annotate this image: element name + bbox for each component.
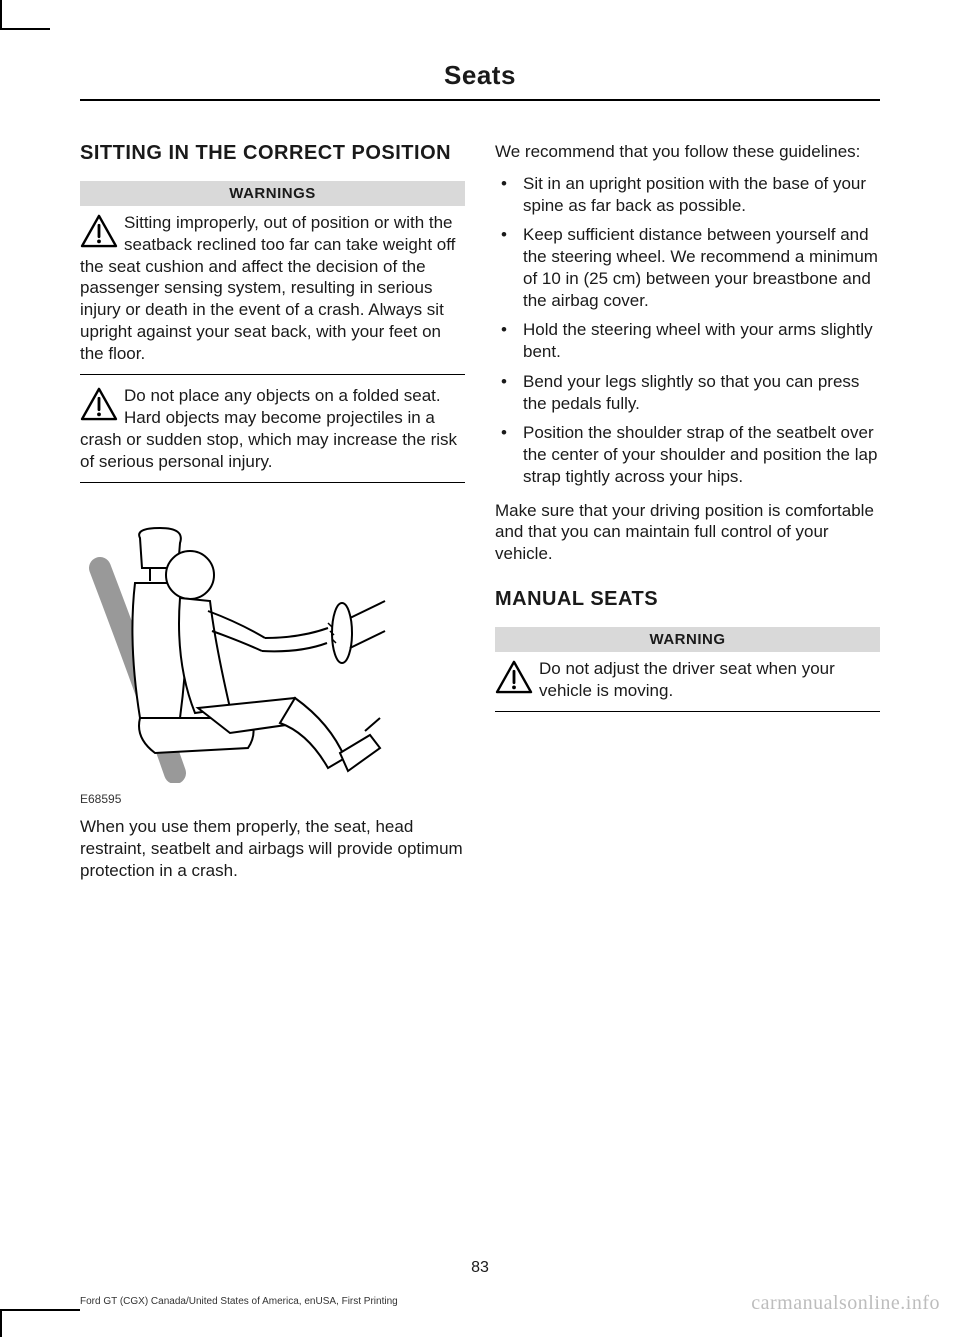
page-title: Seats: [80, 60, 880, 101]
figure-label: E68595: [80, 792, 465, 806]
left-column: SITTING IN THE CORRECT POSITION WARNINGS…: [80, 141, 465, 892]
page-number: 83: [0, 1259, 960, 1277]
list-item: Sit in an upright position with the base…: [495, 173, 880, 217]
list-item: Bend your legs slightly so that you can …: [495, 371, 880, 415]
guidelines-list: Sit in an upright position with the base…: [495, 173, 880, 488]
footer-left: Ford GT (CGX) Canada/United States of Am…: [80, 1296, 398, 1307]
section-heading-sitting: SITTING IN THE CORRECT POSITION: [80, 141, 465, 165]
page: Seats SITTING IN THE CORRECT POSITION WA…: [0, 0, 960, 892]
warning-icon: [80, 214, 118, 248]
warning-bar-single: WARNING: [495, 627, 880, 652]
seating-figure: E68595: [80, 523, 465, 806]
watermark: carmanualsonline.info: [751, 1292, 940, 1315]
warning-block-manual: Do not adjust the driver seat when your …: [495, 658, 880, 713]
section-heading-manual-seats: MANUAL SEATS: [495, 587, 880, 611]
warnings-bar: WARNINGS: [80, 181, 465, 206]
corner-mark-bl: [0, 1309, 80, 1337]
warning-text-1: Sitting improperly, out of position or w…: [80, 213, 455, 363]
warning-icon: [495, 660, 533, 694]
warning-icon: [80, 387, 118, 421]
list-item: Keep sufficient distance between yoursel…: [495, 224, 880, 311]
corner-mark-tl: [0, 0, 50, 30]
after-figure-text: When you use them properly, the seat, he…: [80, 816, 465, 881]
guidelines-intro: We recommend that you follow these guide…: [495, 141, 880, 163]
warning-block-1: Sitting improperly, out of position or w…: [80, 212, 465, 375]
warning-text-manual: Do not adjust the driver seat when your …: [539, 659, 835, 700]
content-columns: SITTING IN THE CORRECT POSITION WARNINGS…: [80, 141, 880, 892]
right-column: We recommend that you follow these guide…: [495, 141, 880, 892]
seating-diagram-svg: [80, 523, 400, 783]
list-item: Hold the steering wheel with your arms s…: [495, 319, 880, 363]
warning-text-2: Do not place any objects on a folded sea…: [80, 386, 457, 470]
list-item: Position the shoulder strap of the seatb…: [495, 422, 880, 487]
warning-block-2: Do not place any objects on a folded sea…: [80, 385, 465, 483]
guidelines-outro: Make sure that your driving position is …: [495, 500, 880, 565]
